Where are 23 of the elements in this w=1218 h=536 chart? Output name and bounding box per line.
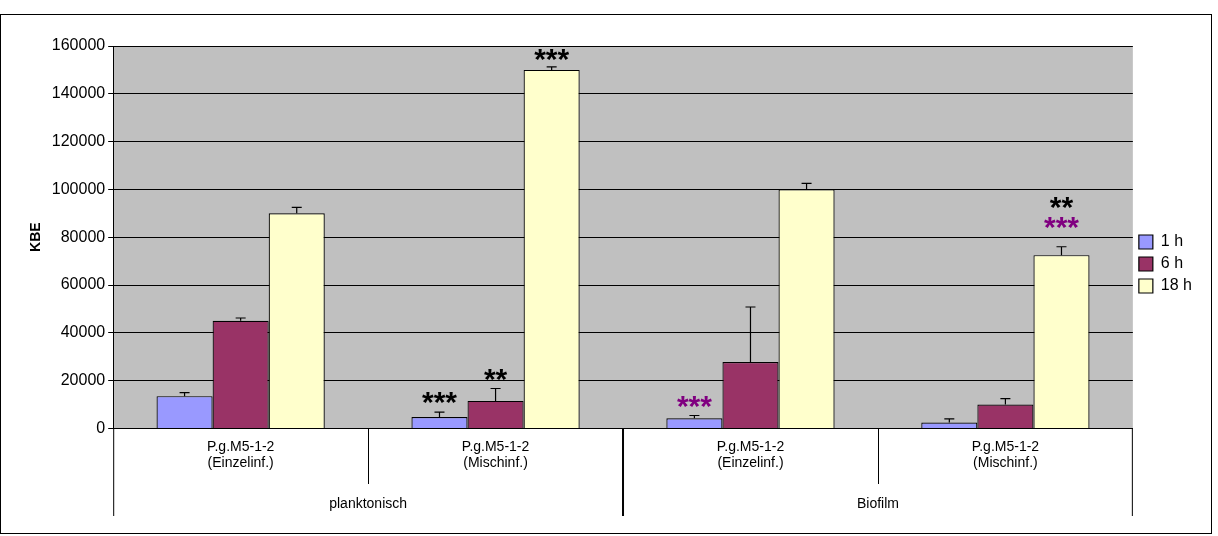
- x-tick-label: P.g.M5-1-2 (Mischinf.): [971, 437, 1040, 471]
- y-tick-label: 100000: [51, 179, 106, 197]
- annotation: **: [483, 361, 508, 395]
- y-tick-label: 20000: [60, 371, 106, 389]
- annotation: ***: [534, 42, 570, 76]
- x-tick-label: P.g.M5-1-2 (Einzelinf.): [716, 437, 785, 471]
- text: Biofilm: [856, 494, 899, 511]
- y-tick-label: 0: [96, 418, 106, 436]
- y-tick-label: 160000: [51, 36, 106, 54]
- y-tick-label: 80000: [60, 227, 106, 245]
- legend-label: 18 h: [1160, 276, 1192, 294]
- text: planktonisch: [329, 494, 408, 511]
- y-tick-label: 40000: [60, 323, 106, 341]
- legend-label: 6 h: [1160, 254, 1184, 272]
- annotation: ***: [421, 385, 458, 419]
- y-tick-label: 140000: [51, 84, 106, 102]
- y-axis-title: KBE: [27, 222, 44, 252]
- legend-label: 1 h: [1160, 232, 1184, 250]
- y-tick-label: 120000: [51, 132, 106, 150]
- x-tick-label: P.g.M5-1-2 (Einzelinf.): [206, 437, 275, 471]
- y-tick-label: 60000: [60, 275, 106, 293]
- x-tick-label: P.g.M5-1-2 (Mischinf.): [461, 437, 530, 471]
- annotation: ***: [676, 388, 713, 422]
